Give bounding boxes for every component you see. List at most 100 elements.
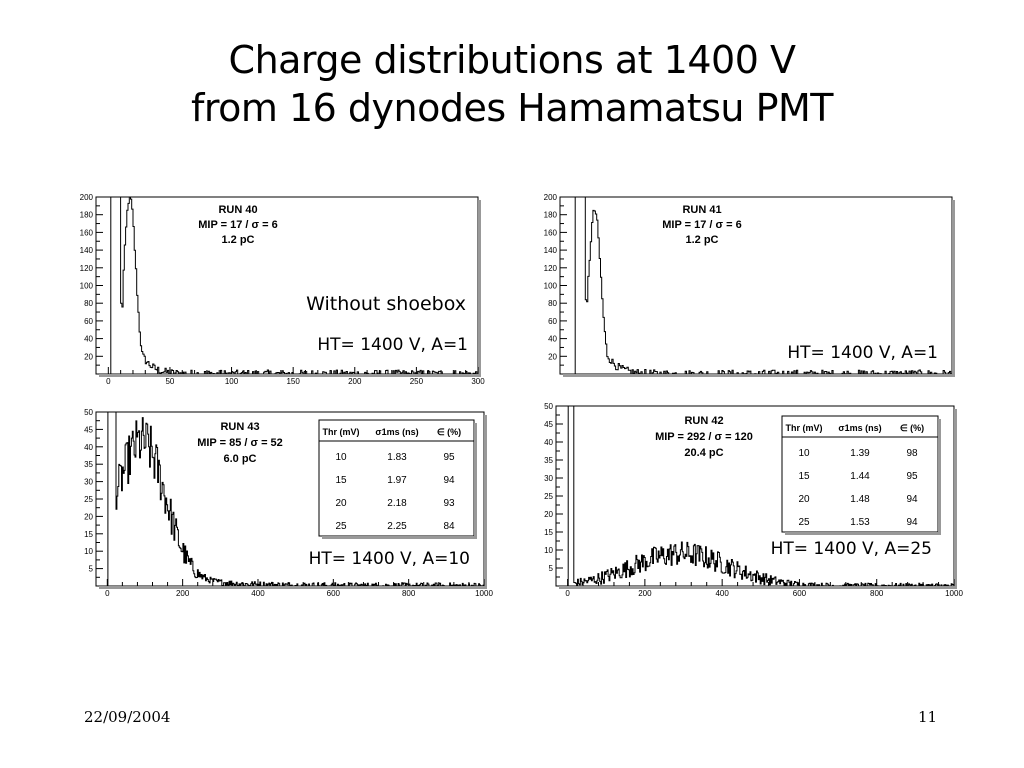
y-tick-label: 50 xyxy=(544,402,553,411)
annotation-label: HT= 1400 V, A=1 xyxy=(317,335,468,355)
x-tick-label: 0 xyxy=(565,589,570,598)
x-tick-label: 800 xyxy=(402,589,416,598)
table-header-cell: Thr (mV) xyxy=(786,423,823,433)
slide-title: Charge distributions at 1400 V from 16 d… xyxy=(0,36,1024,132)
y-tick-label: 120 xyxy=(544,264,558,273)
frame-shadow xyxy=(99,586,487,589)
stats-line: 1.2 pC xyxy=(685,234,718,246)
x-tick-label: 1000 xyxy=(945,589,963,598)
y-tick-label: 45 xyxy=(84,425,93,434)
frame-shadow xyxy=(478,200,481,377)
y-tick-label: 40 xyxy=(84,335,93,344)
histogram-run41: 20 40 60 80 100 120 140 160 180 200 RUN 41 MIP = 17… xyxy=(534,186,955,386)
y-tick-label: 20 xyxy=(544,510,553,519)
annotation-background xyxy=(331,333,472,356)
histogram-series xyxy=(103,197,478,374)
table-cell: 1.48 xyxy=(850,494,870,505)
table-cell: 1.97 xyxy=(387,475,407,486)
table-shadow xyxy=(938,419,941,535)
x-tick-label: 400 xyxy=(251,589,265,598)
frame-shadow xyxy=(563,374,955,377)
y-tick-label: 5 xyxy=(549,564,554,573)
y-tick-label: 140 xyxy=(80,246,94,255)
y-tick-label: 20 xyxy=(84,512,93,521)
table-cell: 95 xyxy=(906,471,918,482)
x-tick-label: 200 xyxy=(176,589,190,598)
histogram-run43: 5 10 15 20 25 30 35 40 45 50 0 200 400 600 800 1000 RUN … xyxy=(70,404,493,604)
y-tick-label: 15 xyxy=(544,528,553,537)
table-cell: 1.39 xyxy=(850,448,870,459)
table-cell: 95 xyxy=(443,452,455,463)
stats-line: MIP = 17 / σ = 6 xyxy=(662,219,741,231)
slide-page-number: 11 xyxy=(918,708,938,726)
stats-line: 20.4 pC xyxy=(684,447,723,459)
stats-line: MIP = 17 / σ = 6 xyxy=(198,219,277,231)
table-cell: 15 xyxy=(798,471,810,482)
y-tick-label: 35 xyxy=(84,460,93,469)
y-tick-label: 30 xyxy=(544,474,553,483)
chart-svg: 5 10 15 20 25 30 35 40 45 50 0 200 400 600 800 1000 RUN … xyxy=(84,408,493,598)
stats-line: RUN 42 xyxy=(684,415,723,427)
table-cell: 20 xyxy=(798,494,810,505)
table-cell: 2.18 xyxy=(387,498,407,509)
y-tick-label: 20 xyxy=(548,352,557,361)
x-tick-label: 200 xyxy=(638,589,652,598)
y-tick-label: 80 xyxy=(548,299,557,308)
y-tick-label: 140 xyxy=(544,246,558,255)
threshold-table xyxy=(781,415,939,533)
frame-shadow xyxy=(559,586,957,589)
stats-line: MIP = 292 / σ = 120 xyxy=(655,431,753,443)
annotation-background xyxy=(313,291,470,316)
y-tick-label: 200 xyxy=(80,193,94,202)
table-cell: 94 xyxy=(906,494,918,505)
y-tick-label: 40 xyxy=(84,443,93,452)
table-cell: 10 xyxy=(335,452,347,463)
frame-shadow xyxy=(954,409,957,589)
table-cell: 25 xyxy=(798,517,810,528)
x-tick-label: 600 xyxy=(327,589,341,598)
chart-svg: 20 40 60 80 100 120 140 160 180 200 RUN 41 MIP = 17… xyxy=(544,193,955,377)
stats-line: 1.2 pC xyxy=(221,234,254,246)
y-tick-label: 100 xyxy=(80,282,94,291)
y-tick-label: 40 xyxy=(548,335,557,344)
y-tick-label: 15 xyxy=(84,530,93,539)
table-cell: 1.53 xyxy=(850,517,870,528)
annotation-background xyxy=(324,547,474,570)
table-header-cell: ∈ (%) xyxy=(900,423,924,433)
table-cell: 1.83 xyxy=(387,452,407,463)
title-line-2: from 16 dynodes Hamamatsu PMT xyxy=(190,86,834,130)
y-tick-label: 160 xyxy=(80,228,94,237)
table-header-cell: σ1ms (ns) xyxy=(838,423,881,433)
y-tick-label: 50 xyxy=(84,408,93,417)
stats-line: RUN 40 xyxy=(218,204,257,216)
threshold-table xyxy=(318,419,475,537)
table-header-cell: σ1ms (ns) xyxy=(375,427,418,437)
table-header-cell: Thr (mV) xyxy=(323,427,360,437)
table-cell: 2.25 xyxy=(387,521,407,532)
table-cell: 98 xyxy=(906,448,918,459)
y-tick-label: 60 xyxy=(84,317,93,326)
x-tick-label: 50 xyxy=(165,377,174,386)
y-tick-label: 10 xyxy=(84,547,93,556)
x-tick-label: 0 xyxy=(105,589,110,598)
y-tick-label: 10 xyxy=(544,546,553,555)
table-shadow xyxy=(474,423,477,539)
y-tick-label: 60 xyxy=(548,317,557,326)
histogram-series xyxy=(567,197,952,374)
y-tick-label: 25 xyxy=(544,492,553,501)
slide-date: 22/09/2004 xyxy=(84,708,171,726)
y-tick-label: 180 xyxy=(544,211,558,220)
frame-shadow xyxy=(484,415,487,589)
y-tick-label: 35 xyxy=(544,456,553,465)
annotation-background xyxy=(786,537,936,560)
table-shadow xyxy=(785,532,941,535)
annotation-label: HT= 1400 V, A=1 xyxy=(787,343,938,363)
annotation-label: Without shoebox xyxy=(306,293,466,315)
table-cell: 93 xyxy=(443,498,455,509)
frame-shadow xyxy=(952,200,955,377)
stats-line: 6.0 pC xyxy=(223,453,256,465)
table-cell: 15 xyxy=(335,475,347,486)
annotation-label: HT= 1400 V, A=25 xyxy=(771,539,932,559)
x-tick-label: 200 xyxy=(348,377,362,386)
table-shadow xyxy=(322,536,477,539)
